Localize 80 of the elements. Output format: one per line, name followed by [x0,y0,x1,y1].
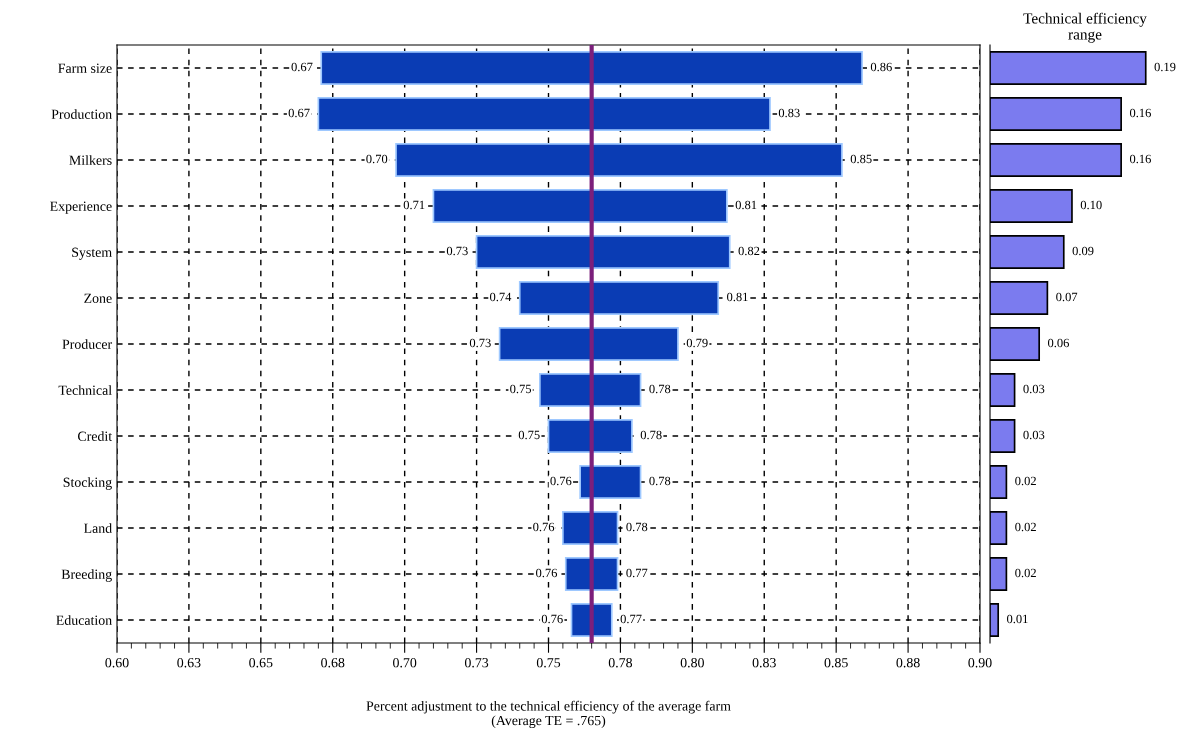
chart-title: Technical efficiency range [1023,12,1147,43]
x-tick-label: 0.75 [536,657,561,668]
y-tick-label: Producer [62,339,113,349]
annotation: 0.67 [288,108,310,118]
annotation: 0.76 [533,522,555,532]
bar [317,97,771,131]
annotation: 0.77 [626,568,648,578]
data-label: 0.06 [1047,338,1070,348]
data-label: 0.02 [1015,522,1036,532]
x-tick-label: 0.60 [105,657,129,668]
annotation: 0.85 [850,154,872,164]
annotation: 0.78 [649,384,671,394]
annotation: 0.67 [291,62,313,72]
annotation: 0.73 [446,246,468,256]
data-label: 0.02 [1015,476,1036,486]
annotation: 0.78 [626,522,648,532]
annotation: 0.71 [403,200,425,210]
data-label: 0.07 [1056,292,1078,302]
x-tick-label: 0.78 [608,657,633,668]
y-tick-label: System [72,247,112,260]
x-axis-title: Percent adjustment to the technical efficiency of the average farm (Average TE = .765) [366,700,731,729]
x-tick-label: 0.73 [464,657,489,668]
x-tick-label: 0.65 [249,657,273,668]
bar [475,235,731,269]
annotation: 0.76 [536,568,558,578]
x-tick-label: 0.70 [393,657,417,668]
annotation: 0.78 [640,430,662,440]
y-tick-label: Experience [50,201,112,214]
annotation: 0.86 [870,62,892,72]
data-label: 0.16 [1129,154,1151,164]
data-label: 0.16 [1129,108,1151,118]
annotation: 0.77 [620,614,642,624]
x-tick-label: 0.63 [177,657,201,668]
data-label: 0.01 [1007,614,1028,624]
y-tick-label: Stocking [63,477,112,490]
annotation: 0.79 [686,338,708,348]
x-tick-label: 0.85 [824,657,848,668]
data-label: 0.02 [1015,568,1036,578]
annotation: 0.75 [510,384,532,394]
data-label: 0.09 [1072,246,1094,256]
annotation: 0.76 [550,476,572,486]
x-tick-label: 0.68 [321,657,345,668]
bar [498,327,679,361]
bar [562,511,619,545]
bar [547,419,633,453]
annotation: 0.73 [469,338,491,348]
data-label: 0.03 [1023,430,1045,440]
annotation: 0.74 [490,292,512,302]
annotation: 0.82 [738,246,760,256]
bar [579,465,642,499]
annotation: 0.83 [778,108,800,118]
data-label: 0.19 [1154,62,1176,72]
data-label: 0.10 [1080,200,1102,210]
annotation: 0.81 [727,292,748,302]
bar [518,281,720,315]
y-tick-label: Farm size [58,63,112,73]
y-tick-label: Breeding [61,569,112,582]
x-tick-label: 0.88 [896,657,920,668]
bar [320,51,863,85]
y-tick-label: Land [84,523,112,533]
bar [432,189,728,223]
y-tick-label: Technical [58,385,112,395]
y-tick-label: Zone [84,293,112,303]
data-label: 0.03 [1023,384,1045,394]
y-tick-label: Credit [77,431,113,441]
bar [564,557,619,591]
annotation: 0.70 [366,154,388,164]
y-tick-label: Education [56,615,112,625]
x-tick-label: 0.83 [752,657,776,668]
x-tick-label: 0.90 [968,657,992,668]
y-tick-label: Production [51,109,112,119]
bar [570,603,613,637]
annotation: 0.81 [735,200,757,210]
bar [395,143,843,177]
annotation: 0.76 [541,614,563,624]
x-tick-label: 0.80 [680,657,704,668]
bar [539,373,642,407]
y-tick-label: Milkers [69,155,112,165]
annotation: 0.78 [649,476,671,486]
annotation: 0.75 [518,430,540,440]
